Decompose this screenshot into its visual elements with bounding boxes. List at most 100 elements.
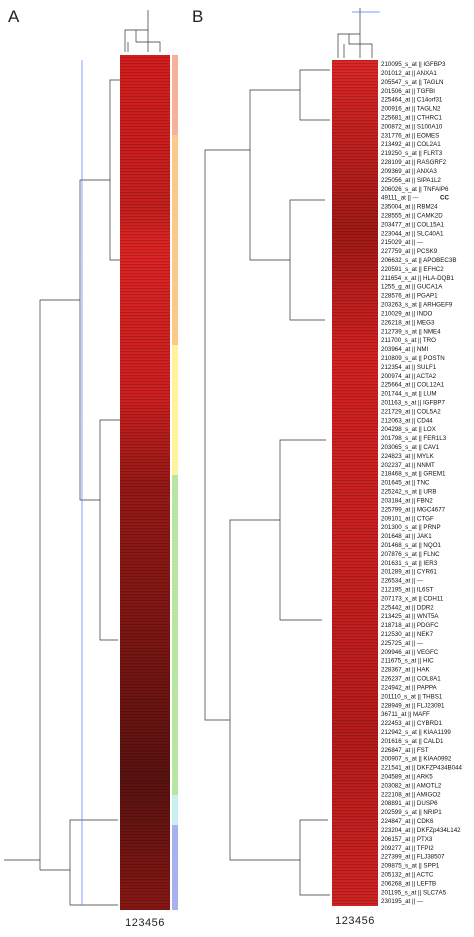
- gene-label: 201163_s_at || IGFBP7: [381, 399, 446, 406]
- gene-label: 212739_s_at || NME4: [381, 328, 441, 335]
- gene-label: 203082_at || AMOTL2: [381, 782, 442, 789]
- gene-label: 201645_at || TNC: [381, 480, 430, 487]
- gene-label: 203065_s_at || CAV1: [381, 444, 440, 451]
- gene-label: 212063_at || CD44: [381, 417, 433, 424]
- gene-label: 208891_at || DUSP6: [381, 800, 438, 807]
- gene-label: 206157_at || PTX3: [381, 836, 433, 843]
- gene-label: 227399_at || FLJ38507: [381, 854, 445, 861]
- gene-label: 211675_s_at || HIC: [381, 658, 434, 665]
- gene-label: 228949_at || FLJ23091: [381, 702, 445, 709]
- gene-label: 211654_x_at || HLA-DQB1: [381, 275, 454, 282]
- gene-label: 226534_at || ---: [381, 578, 423, 585]
- gene-label: 224847_at || CDK6: [381, 818, 434, 825]
- gene-label: 213492_at || COL2A1: [381, 141, 441, 148]
- gene-label: 210029_at || INDO: [381, 310, 433, 317]
- gene-label: 202599_s_at || NRIP1: [381, 809, 442, 816]
- gene-label: 221541_at || DKFZP434B044: [381, 765, 463, 772]
- gene-label: 226237_at || COL8A1: [381, 676, 441, 683]
- gene-label: 204589_at || ARK5: [381, 774, 433, 781]
- gene-label: 228367_at || HAK: [381, 667, 430, 674]
- gene-label: 209101_at || CTGF: [381, 515, 434, 522]
- gene-label: 203184_at || FBN2: [381, 497, 433, 504]
- gene-label: 235004_at || RBM24: [381, 204, 438, 211]
- gene-label: 225056_at || SIPA1L2: [381, 177, 441, 184]
- gene-label: 206026_s_at || TNFAIP6: [381, 186, 449, 193]
- gene-label: 209946_at || VEGFC: [381, 649, 439, 656]
- gene-label: 215029_at || ---: [381, 239, 423, 246]
- panel-label: A: [8, 7, 20, 26]
- gene-label: 206268_at || LEFTB: [381, 880, 436, 887]
- gene-label: 224942_at || PAPPA: [381, 684, 437, 691]
- gene-label: 223204_at || DKFZp434L142: [381, 827, 461, 834]
- gene-label: 223044_at || SLC40A1: [381, 230, 444, 237]
- gene-label: 49111_at || ---: [381, 195, 419, 202]
- gene-label: 225242_s_at || URB: [381, 489, 437, 496]
- gene-label: 201195_s_at || SLC7A5: [381, 889, 447, 896]
- gene-label: 220591_s_at || EFHC2: [381, 266, 444, 273]
- gene-label: 209875_s_at || SPP1: [381, 863, 440, 870]
- gene-label: 204298_s_at || LOX: [381, 426, 436, 433]
- gene-label: 200907_s_at || KIAA0992: [381, 756, 452, 763]
- gene-label: 210809_s_at || POSTN: [381, 355, 445, 362]
- gene-label: 212530_at || NEK7: [381, 631, 434, 638]
- gene-label: 228576_at || PGAP1: [381, 293, 438, 300]
- gene-label: 226847_at || FST: [381, 747, 429, 754]
- gene-label: 205132_at || ACTC: [381, 871, 434, 878]
- gene-label: 202237_at || NNMT: [381, 462, 435, 469]
- dendrogram: [204, 8, 380, 896]
- gene-label: 201631_s_at || IER3: [381, 560, 438, 567]
- gene-label: 226218_at || MEG3: [381, 319, 435, 326]
- gene-label: 201289_at || CYR61: [381, 569, 437, 576]
- cluster-bar: [172, 55, 178, 910]
- gene-label: 36711_at || MAFF: [381, 711, 430, 718]
- gene-label: 200916_at || TAGLN2: [381, 106, 441, 113]
- column-labels: 123456: [125, 917, 165, 929]
- gene-label: 200974_at || ACTA2: [381, 373, 437, 380]
- gene-label: 219250_s_at || FLRT3: [381, 150, 443, 157]
- gene-label: 1255_g_at || GUCA1A: [381, 284, 443, 291]
- gene-label: 225681_at || CTHRC1: [381, 115, 443, 122]
- annotation: CC: [440, 195, 449, 202]
- gene-label: 203263_s_at || ARHGEF9: [381, 302, 453, 309]
- gene-label: 222108_at || AMIGO2: [381, 791, 441, 798]
- panel-label: B: [192, 7, 203, 26]
- gene-label: 212942_s_at || KIAA1199: [381, 729, 451, 736]
- gene-label: 225799_at || MGC4677: [381, 506, 446, 513]
- gene-label: 212195_at || IL6ST: [381, 587, 434, 594]
- gene-label: 209369_at || ANXA3: [381, 168, 437, 175]
- gene-label: 205547_s_at || TAGLN: [381, 79, 444, 86]
- heatmap-texture: [120, 55, 170, 910]
- gene-label: 201506_at || TGFBI: [381, 88, 435, 95]
- gene-label: 201300_s_at || PRNP: [381, 524, 441, 531]
- gene-label: 200872_at || S100A10: [381, 123, 443, 130]
- gene-label: 225464_at || C14orf31: [381, 97, 443, 104]
- column-labels: 123456: [335, 915, 375, 927]
- heatmap-texture: [332, 60, 378, 906]
- gene-label: 224823_at || MYLK: [381, 453, 435, 460]
- gene-label: 225725_at || ---: [381, 640, 423, 647]
- gene-label: 212354_at || SULF1: [381, 364, 437, 371]
- gene-label: 207876_s_at || FLNC: [381, 551, 440, 558]
- gene-label: 201744_s_at || LUM: [381, 391, 437, 398]
- gene-label: 201110_s_at || THBS1: [381, 693, 443, 700]
- gene-label: 207173_x_at || CDH11: [381, 595, 444, 602]
- gene-label: 201012_at || ANXA1: [381, 70, 437, 77]
- gene-label: 210095_s_at || IGFBP3: [381, 61, 446, 68]
- gene-label: 225442_at || DDR2: [381, 604, 434, 611]
- gene-label: 213425_at || WNT5A: [381, 613, 439, 620]
- gene-label: 225664_at || COL12A1: [381, 382, 445, 389]
- gene-label: 203477_at || COL15A1: [381, 221, 445, 228]
- gene-label: 228555_at || CAMK2D: [381, 212, 443, 219]
- dendrogram: [4, 10, 161, 906]
- gene-label: 230195_at || ---: [381, 898, 423, 905]
- gene-label: 218468_s_at || GREM1: [381, 471, 446, 478]
- gene-label: 211700_s_at || TRO: [381, 337, 436, 344]
- gene-label: 227759_at || PCSK9: [381, 248, 438, 255]
- gene-label: 201468_s_at || NQO1: [381, 542, 442, 549]
- gene-label: 201798_s_at || FER1L3: [381, 435, 447, 442]
- gene-label: 206632_s_at || APOBEC3B: [381, 257, 456, 264]
- gene-label: 221729_at || COL5A2: [381, 408, 441, 415]
- gene-label: 218718_at || PDGFC: [381, 622, 439, 629]
- gene-label: 222453_at || CYBRD1: [381, 720, 443, 727]
